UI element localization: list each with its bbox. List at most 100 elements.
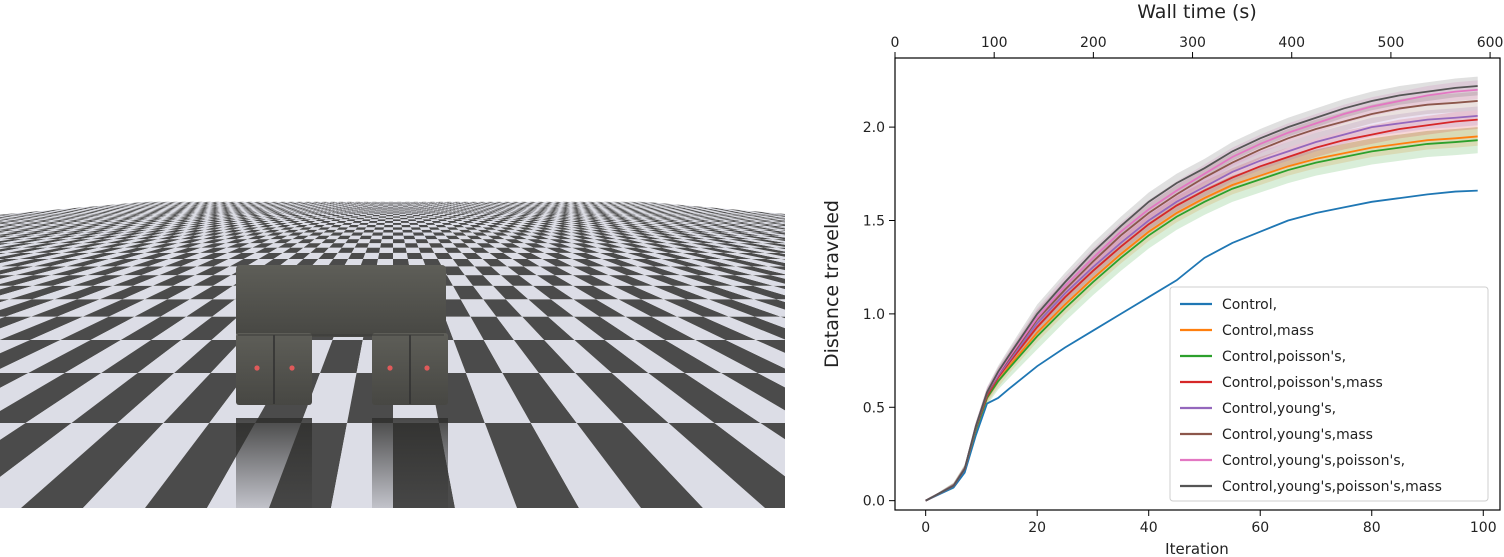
floor-tile [634, 210, 649, 212]
floor-tile [167, 204, 178, 206]
floor-tile [644, 207, 658, 209]
floor-tile [537, 209, 548, 211]
floor-tile [91, 235, 120, 240]
floor-tile [290, 243, 310, 248]
floor-tile [442, 212, 451, 214]
floor-tile [214, 221, 231, 223]
floor-tile [526, 213, 539, 215]
floor-tile [14, 217, 37, 220]
floor-tile [54, 224, 79, 228]
floor-tile [122, 211, 138, 213]
floor-tile [16, 229, 46, 233]
floor-tile [165, 208, 178, 210]
floor-tile [459, 209, 468, 211]
floor-tile [698, 213, 717, 215]
floor-tile [674, 210, 690, 212]
floor-tile [338, 214, 347, 217]
floor-tile [414, 235, 427, 240]
floor-tile [473, 285, 506, 300]
floor-tile [748, 211, 768, 213]
floor-tile [340, 206, 348, 208]
floor-tile [253, 204, 262, 206]
floor-tile [522, 208, 533, 210]
floor-tile [102, 235, 131, 240]
floor-tile [182, 207, 195, 209]
floor-tile [637, 209, 652, 211]
floor-tile [371, 232, 384, 236]
floor-tile [476, 206, 485, 207]
floor-tile [553, 211, 565, 213]
floor-tile [697, 206, 713, 208]
floor-tile [624, 208, 638, 210]
floor-tile [676, 205, 690, 207]
floor-tile [0, 227, 28, 230]
floor-tile [95, 229, 121, 233]
floor-tile [51, 266, 100, 276]
floor-tile [351, 214, 361, 217]
floor-tile [183, 206, 195, 208]
floor-tile [131, 259, 169, 267]
floor-tile [452, 224, 465, 228]
floor-tile [220, 207, 231, 209]
floor-tile [731, 210, 749, 212]
floor-tile [385, 216, 393, 218]
floor-tile [214, 224, 232, 228]
floor-tile [293, 216, 304, 218]
floor-tile [1, 259, 50, 267]
floor-tile [43, 211, 61, 213]
floor-tile [708, 216, 728, 218]
floor-tile [318, 209, 327, 211]
floor-tile [260, 209, 271, 211]
floor-tile [462, 221, 475, 223]
floor-tile [149, 221, 169, 223]
floor-tile [584, 214, 599, 217]
floor-tile [354, 212, 363, 214]
floor-tile [422, 206, 429, 207]
floor-tile [586, 206, 598, 208]
floor-tile [504, 209, 514, 211]
floor-tile [387, 210, 393, 212]
floor-tile [385, 219, 393, 221]
floor-tile [290, 207, 299, 209]
floor-tile [545, 206, 556, 208]
floor-tile [646, 208, 660, 210]
floor-tile [129, 216, 147, 218]
floor-tile [134, 299, 191, 317]
floor-tile [446, 208, 455, 210]
floor-tile [153, 214, 169, 217]
floor-tile [194, 206, 205, 208]
floor-tile [676, 222, 699, 225]
floor-tile [505, 229, 522, 233]
floor-tile [79, 216, 99, 218]
floor-tile [372, 206, 378, 208]
floor-tile [493, 205, 502, 207]
floor-tile [642, 205, 655, 207]
floor-tile [474, 266, 501, 276]
floor-tile [88, 206, 102, 207]
floor-tile [324, 209, 332, 211]
floor-tile [660, 227, 685, 230]
x-axis-ticks: 0 20 40 60 80 100 [921, 510, 1497, 536]
floor-tile [627, 229, 651, 233]
floor-tile [749, 217, 772, 220]
floor-tile [184, 211, 198, 213]
floor-tile [172, 211, 186, 213]
floor-tile [98, 206, 112, 207]
floor-tile [157, 204, 169, 206]
floor-tile [0, 216, 10, 218]
floor-tile [236, 235, 257, 240]
floor-tile [380, 212, 387, 214]
floor-tile [527, 205, 537, 207]
floor-tile [571, 216, 586, 218]
floor-tile [292, 208, 302, 210]
floor-tile [46, 235, 78, 240]
floor-tile [17, 259, 65, 267]
floor-tile [313, 213, 324, 215]
floor-tile [583, 243, 611, 248]
floor-tile [724, 224, 750, 228]
floor-tile [98, 224, 122, 228]
floor-tile [623, 219, 641, 221]
floor-tile [234, 204, 244, 206]
floor-tile [397, 205, 403, 207]
floor-tile [610, 214, 626, 217]
